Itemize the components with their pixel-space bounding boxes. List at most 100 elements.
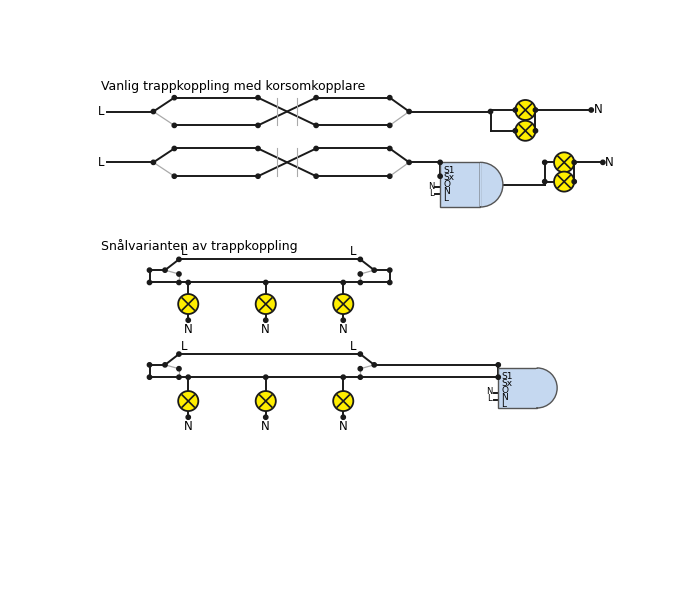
Circle shape — [177, 367, 181, 371]
Text: N: N — [184, 420, 192, 434]
Circle shape — [147, 375, 152, 379]
Circle shape — [256, 391, 276, 411]
Circle shape — [333, 391, 354, 411]
Circle shape — [515, 121, 536, 141]
Circle shape — [177, 257, 181, 261]
Circle shape — [177, 375, 181, 379]
Circle shape — [314, 174, 318, 178]
Circle shape — [264, 415, 268, 419]
Circle shape — [172, 146, 176, 151]
Circle shape — [163, 268, 167, 272]
Circle shape — [177, 280, 181, 285]
Circle shape — [438, 174, 442, 178]
Circle shape — [256, 174, 260, 178]
Circle shape — [496, 363, 500, 367]
Circle shape — [542, 160, 547, 164]
Text: L: L — [181, 339, 187, 352]
Circle shape — [147, 280, 152, 285]
Circle shape — [601, 160, 605, 164]
Circle shape — [186, 318, 190, 322]
Circle shape — [542, 180, 547, 184]
Circle shape — [438, 160, 442, 164]
Circle shape — [388, 123, 392, 127]
Text: L: L — [181, 245, 187, 258]
Bar — [440, 162, 480, 207]
Circle shape — [358, 272, 363, 276]
Text: Vanlig trappkoppling med korsomkopplare: Vanlig trappkoppling med korsomkopplare — [102, 80, 365, 93]
Text: S1: S1 — [443, 166, 455, 175]
Circle shape — [341, 280, 345, 285]
Circle shape — [177, 352, 181, 356]
Circle shape — [178, 391, 198, 411]
Text: Snålvarianten av trappkoppling: Snålvarianten av trappkoppling — [102, 239, 298, 253]
Circle shape — [358, 352, 363, 356]
Text: S1: S1 — [501, 372, 513, 381]
Circle shape — [178, 294, 198, 314]
Circle shape — [358, 280, 363, 285]
Circle shape — [572, 180, 576, 184]
Bar — [480, 163, 481, 206]
Circle shape — [388, 146, 392, 151]
Circle shape — [513, 129, 517, 133]
Text: Sx: Sx — [501, 379, 512, 387]
Circle shape — [388, 268, 392, 272]
Circle shape — [147, 363, 152, 367]
Circle shape — [589, 108, 594, 112]
Circle shape — [186, 415, 190, 419]
Bar — [536, 369, 538, 407]
Circle shape — [264, 375, 268, 379]
Circle shape — [186, 280, 190, 285]
Text: N: N — [606, 156, 614, 169]
Circle shape — [147, 268, 152, 272]
Circle shape — [256, 146, 260, 151]
Circle shape — [554, 172, 574, 192]
Circle shape — [513, 108, 517, 112]
Circle shape — [256, 294, 276, 314]
Text: N: N — [261, 323, 270, 336]
Circle shape — [388, 174, 392, 178]
Circle shape — [314, 146, 318, 151]
Circle shape — [256, 123, 260, 127]
Text: L: L — [487, 394, 492, 403]
Text: N: N — [443, 187, 450, 196]
Text: L: L — [97, 156, 104, 169]
Circle shape — [515, 100, 536, 120]
Circle shape — [151, 160, 155, 164]
Text: N: N — [486, 387, 492, 396]
Circle shape — [264, 280, 268, 285]
Text: N: N — [184, 323, 192, 336]
Text: N: N — [261, 420, 270, 434]
Circle shape — [172, 95, 176, 100]
Text: O: O — [443, 180, 450, 189]
Text: N: N — [594, 103, 602, 116]
Text: L: L — [349, 245, 356, 258]
Circle shape — [333, 294, 354, 314]
Circle shape — [186, 375, 190, 379]
Text: L: L — [349, 339, 356, 352]
Circle shape — [407, 160, 412, 164]
Circle shape — [358, 375, 363, 379]
Circle shape — [341, 415, 345, 419]
Text: O: O — [501, 386, 508, 395]
Circle shape — [533, 108, 538, 112]
Circle shape — [388, 95, 392, 100]
Circle shape — [172, 174, 176, 178]
Circle shape — [489, 109, 493, 114]
Circle shape — [172, 123, 176, 127]
Wedge shape — [537, 368, 557, 408]
Text: N: N — [501, 392, 508, 402]
Text: N: N — [339, 420, 348, 434]
Circle shape — [314, 95, 318, 100]
Text: N: N — [339, 323, 348, 336]
Circle shape — [151, 109, 155, 114]
Text: L: L — [443, 194, 448, 203]
Circle shape — [496, 375, 500, 379]
Circle shape — [572, 160, 576, 164]
Text: L: L — [97, 105, 104, 118]
Circle shape — [341, 375, 345, 379]
Circle shape — [358, 367, 363, 371]
Bar — [498, 368, 537, 408]
Wedge shape — [480, 162, 503, 207]
Circle shape — [533, 129, 538, 133]
Circle shape — [372, 268, 377, 272]
